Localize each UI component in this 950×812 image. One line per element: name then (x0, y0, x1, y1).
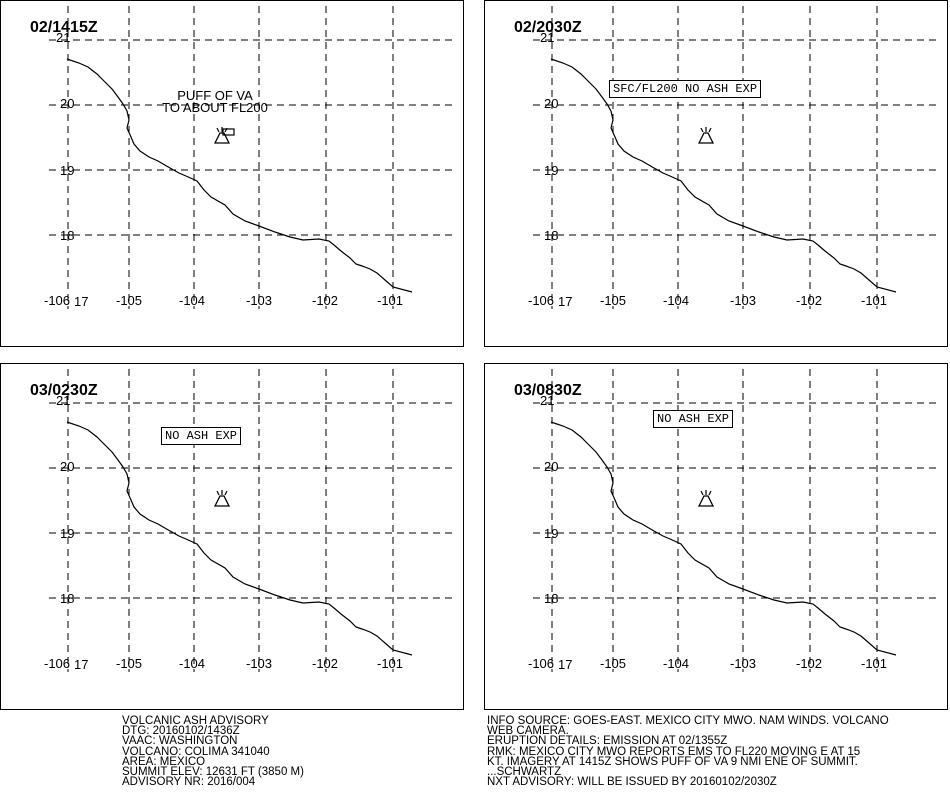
longitude-label: -106 (528, 656, 555, 671)
latitude-label: 17 (558, 657, 573, 672)
longitude-label: -103 (730, 656, 757, 671)
latitude-label: 17 (74, 657, 89, 672)
latitude-label: 18 (60, 228, 75, 243)
advisory-left-text: VOLCANIC ASH ADVISORY DTG: 20160102/1436… (122, 715, 304, 789)
advisory-line: KT. IMAGERY AT 1415Z SHOWS PUFF OF VA 9 … (487, 755, 858, 768)
longitude-label: -102 (796, 656, 823, 671)
longitude-label: -104 (663, 656, 690, 671)
map-panel-4: 03/0830Z NO ASH EXP 21 20 19 18 17 -106 -105 -1… (484, 363, 948, 710)
latitude-label: 19 (60, 163, 75, 178)
map-graphics (533, 369, 937, 672)
longitude-label: -106 (528, 293, 555, 308)
coastline (550, 58, 897, 293)
longitude-label: -105 (116, 293, 143, 308)
annotation-line-1: PUFF OF VA (177, 88, 253, 103)
ash-forecast-box: NO ASH EXP (653, 410, 734, 428)
advisory-line: AREA: MEXICO (122, 755, 206, 768)
advisory-line: ...SCHWARTZ (487, 766, 562, 779)
advisory-line: SUMMIT ELEV: 12631 FT (3850 M) (122, 766, 304, 779)
longitude-label: -104 (179, 656, 206, 671)
longitude-label: -102 (312, 656, 339, 671)
latitude-label: 20 (60, 459, 75, 474)
advisory-line: ERUPTION DETAILS: EMISSION AT 02/1355Z (487, 735, 728, 748)
coastline (550, 421, 897, 656)
advisory-line: NXT ADVISORY: WILL BE ISSUED BY 20160102… (487, 776, 777, 789)
volcano-icon (697, 127, 715, 144)
latitude-label: 21 (56, 30, 71, 45)
latitude-label: 21 (56, 393, 71, 408)
latitude-label: 21 (540, 393, 555, 408)
longitude-label: -106 (44, 656, 71, 671)
longitude-label: -103 (246, 293, 273, 308)
ash-cloud-outline (222, 128, 235, 136)
panel-time-label: 02/1415Z (30, 19, 98, 36)
latitude-label: 17 (74, 294, 89, 309)
map-panel-2: 02/2030Z SFC/FL200 NO ASH EXP 21 20 19 18 17… (484, 0, 948, 347)
longitude-label: -101 (377, 293, 404, 308)
longitude-label: -101 (861, 293, 888, 308)
volcano-icon (697, 490, 715, 507)
longitude-label: -101 (861, 656, 888, 671)
advisory-line: RMK: MEXICO CITY MWO REPORTS EMS TO FL22… (487, 745, 861, 758)
latitude-label: 20 (544, 459, 559, 474)
annotation-line-2: TO ABOUT FL200 (162, 100, 268, 115)
map-panel-1: 02/1415Z PUFF OF VA TO ABOUT FL200 21 20 1… (0, 0, 464, 347)
latitude-label: 20 (544, 96, 559, 111)
coastline (66, 58, 413, 293)
longitude-label: -102 (796, 293, 823, 308)
latitude-label: 19 (60, 526, 75, 541)
longitude-label: -105 (600, 656, 627, 671)
advisory-right-text: INFO SOURCE: GOES-EAST. MEXICO CITY MWO.… (487, 715, 889, 789)
longitude-label: -103 (246, 656, 273, 671)
longitude-label: -105 (116, 656, 143, 671)
advisory-line: VOLCANO: COLIMA 341040 (122, 745, 270, 758)
advisory-line: WEB CAMERA. (487, 725, 569, 738)
volcano-icon (213, 490, 231, 507)
latitude-label: 17 (558, 294, 573, 309)
map-graphics (533, 6, 937, 309)
map-panel-3: 03/0230Z NO ASH EXP 21 20 19 18 17 -106 -105 -1… (0, 363, 464, 710)
longitude-label: -106 (44, 293, 71, 308)
latitude-label: 20 (60, 96, 75, 111)
longitude-label: -103 (730, 293, 757, 308)
panel-time-label: 02/2030Z (514, 19, 582, 36)
coastline (66, 421, 413, 656)
advisory-line: INFO SOURCE: GOES-EAST. MEXICO CITY MWO.… (487, 715, 889, 727)
ash-forecast-box: NO ASH EXP (161, 427, 242, 445)
ash-annotation: PUFF OF VA TO ABOUT FL200 (151, 88, 279, 115)
advisory-line: DTG: 20160102/1436Z (122, 725, 240, 738)
longitude-label: -102 (312, 293, 339, 308)
latitude-label: 19 (544, 526, 559, 541)
longitude-label: -104 (179, 293, 206, 308)
advisory-line: VOLCANIC ASH ADVISORY (122, 715, 269, 727)
latitude-label: 19 (544, 163, 559, 178)
longitude-label: -104 (663, 293, 690, 308)
latitude-label: 21 (540, 30, 555, 45)
latitude-label: 18 (544, 591, 559, 606)
advisory-line: ADVISORY NR: 2016/004 (122, 776, 256, 789)
advisory-line: VAAC: WASHINGTON (122, 735, 238, 748)
map-graphics (49, 369, 453, 672)
panel-time-label: 03/0830Z (514, 382, 582, 399)
panel-time-label: 03/0230Z (30, 382, 98, 399)
latitude-label: 18 (544, 228, 559, 243)
latitude-label: 18 (60, 591, 75, 606)
longitude-label: -105 (600, 293, 627, 308)
ash-forecast-box: SFC/FL200 NO ASH EXP (609, 80, 762, 98)
map-graphics (49, 6, 453, 309)
longitude-label: -101 (377, 656, 404, 671)
